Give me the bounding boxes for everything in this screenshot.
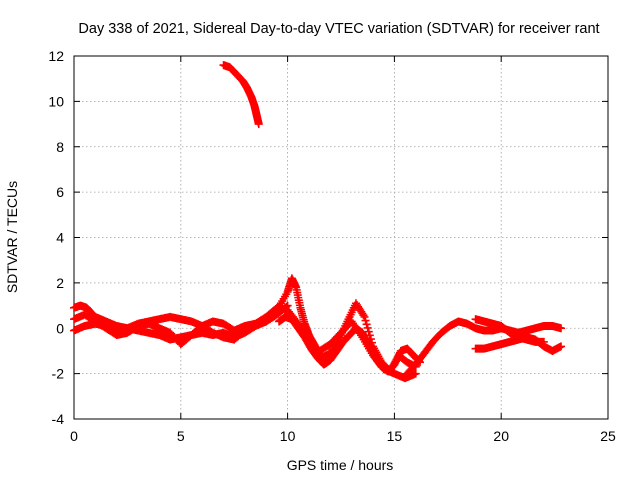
- data-points: [70, 61, 566, 383]
- y-tick-label: -2: [52, 366, 65, 382]
- x-tick-label: 10: [280, 428, 296, 444]
- x-tick-label: 20: [493, 428, 509, 444]
- chart-title: Day 338 of 2021, Sidereal Day-to-day VTE…: [78, 21, 599, 37]
- y-tick-label: 2: [56, 275, 64, 291]
- data-point: [557, 342, 566, 351]
- series-arc-high: [219, 61, 263, 129]
- y-tick-label: 4: [56, 230, 64, 246]
- data-point: [539, 337, 548, 346]
- y-tick-label: -4: [52, 411, 65, 427]
- axis-tick-labels: 0 5 10 15 20 25 -4 -2 0 2 4 6 8 10 12: [48, 48, 616, 444]
- y-tick-label: 8: [56, 139, 64, 155]
- y-tick-label: 6: [56, 184, 64, 200]
- data-point: [360, 312, 369, 321]
- data-point: [411, 369, 420, 378]
- x-tick-label: 0: [70, 428, 78, 444]
- data-point: [362, 320, 371, 329]
- x-axis-label: GPS time / hours: [287, 457, 394, 473]
- axis-ticks: [73, 55, 609, 420]
- data-point: [363, 323, 372, 332]
- data-point: [359, 311, 368, 320]
- x-tick-label: 15: [387, 428, 403, 444]
- y-tick-label: 10: [48, 93, 64, 109]
- y-axis-label: SDTVAR / TECUs: [4, 181, 20, 293]
- series-arc-e: [403, 317, 566, 378]
- data-point: [557, 324, 566, 333]
- data-point: [254, 120, 263, 129]
- x-tick-label: 25: [600, 428, 616, 444]
- data-point: [364, 327, 373, 336]
- series-arc-g: [471, 315, 548, 346]
- y-tick-label: 12: [48, 48, 64, 64]
- grid-lines: [74, 56, 608, 419]
- x-tick-label: 5: [177, 428, 185, 444]
- y-tick-label: 0: [56, 320, 64, 336]
- data-point: [361, 316, 370, 325]
